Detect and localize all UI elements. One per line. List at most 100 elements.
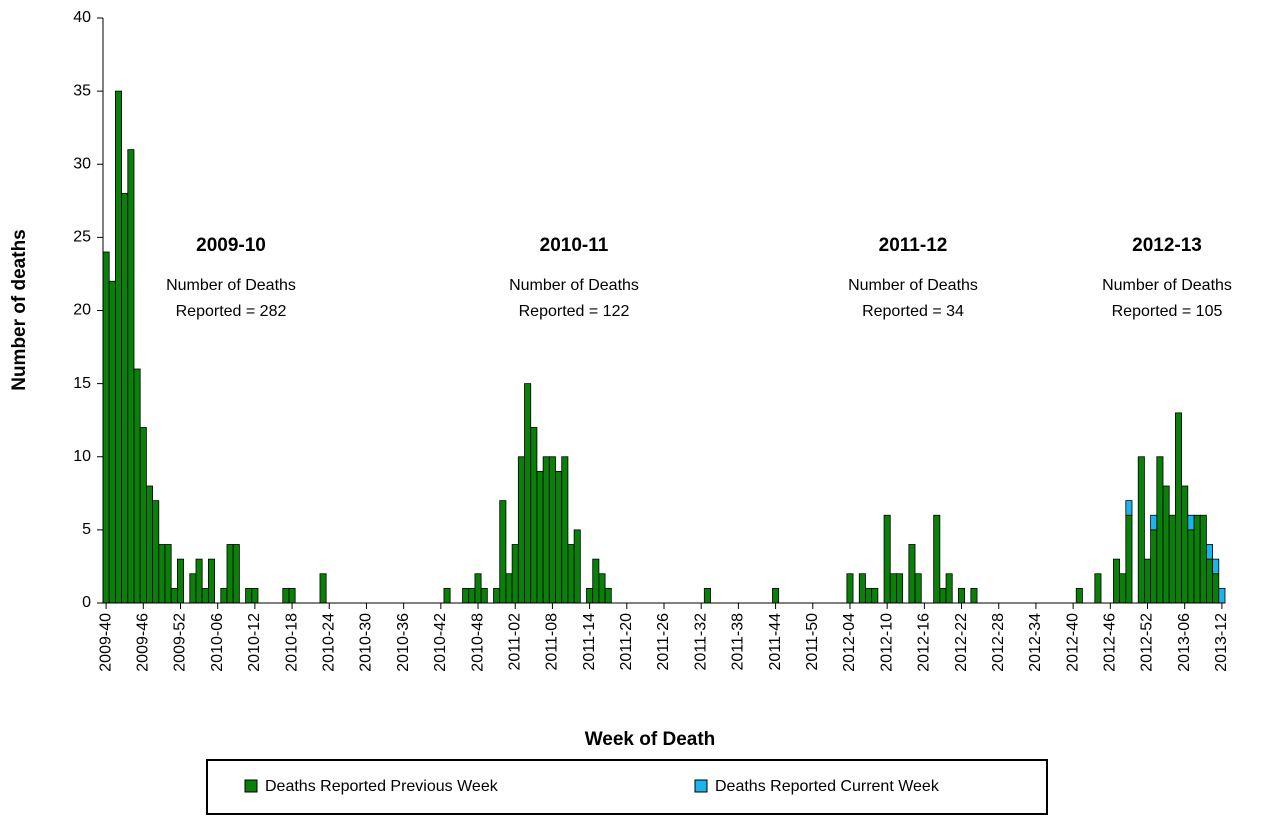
bar: [102, 251, 110, 604]
x-tick-label: 2010-06: [209, 613, 226, 672]
bar: [319, 573, 327, 604]
bar: [1168, 514, 1176, 604]
bar: [517, 456, 525, 604]
bar: [561, 456, 569, 604]
y-tick-label: 40: [73, 9, 91, 26]
bar: [1187, 514, 1195, 531]
bar: [207, 558, 215, 604]
bar: [511, 544, 519, 604]
x-tick-label: 2012-46: [1102, 613, 1119, 672]
annotation-text: Number of Deaths: [848, 277, 978, 294]
x-tick-label: 2012-52: [1139, 613, 1156, 672]
y-tick-label: 20: [73, 302, 91, 319]
x-tick-label: 2010-48: [469, 613, 486, 672]
x-tick-label: 2010-12: [246, 613, 263, 672]
bar: [858, 573, 866, 604]
bar: [170, 587, 178, 604]
annotation-title: 2009-10: [196, 235, 266, 256]
annotation-title: 2012-13: [1132, 235, 1202, 256]
bar: [1156, 456, 1164, 604]
bar: [133, 368, 141, 604]
bar: [703, 587, 711, 604]
bar: [896, 573, 904, 604]
bar: [939, 587, 947, 604]
bar: [548, 456, 556, 604]
bar: [474, 573, 482, 604]
bar: [1199, 514, 1207, 604]
bar: [889, 573, 897, 604]
bar: [108, 280, 116, 604]
bar: [245, 587, 253, 604]
bar: [586, 587, 594, 604]
bar: [1119, 573, 1127, 604]
annotation-text: Reported = 122: [519, 303, 630, 320]
y-tick-label: 5: [82, 521, 91, 538]
bar: [1212, 573, 1220, 604]
bar: [158, 544, 166, 604]
bar: [1094, 573, 1102, 604]
bar: [505, 573, 513, 604]
bar: [1137, 456, 1145, 604]
bar: [164, 544, 172, 604]
x-tick-label: 2010-36: [395, 613, 412, 672]
x-tick-label: 2012-28: [990, 613, 1007, 672]
bar: [914, 573, 922, 604]
x-tick-label: 2011-08: [544, 613, 561, 671]
bar: [468, 587, 476, 604]
bar: [220, 587, 228, 604]
bar: [1162, 485, 1170, 604]
bar: [1144, 558, 1152, 604]
bar: [573, 529, 581, 604]
bar: [1206, 544, 1214, 560]
bar: [604, 587, 612, 604]
bar: [1212, 558, 1220, 575]
bar: [139, 427, 147, 604]
x-tick-label: 2010-18: [283, 613, 300, 672]
bar: [555, 470, 563, 604]
bar: [1181, 485, 1189, 604]
x-tick-label: 2010-42: [432, 613, 449, 672]
y-tick-label: 30: [73, 155, 91, 172]
bar: [1075, 587, 1083, 604]
x-tick-label: 2010-24: [320, 613, 337, 672]
x-tick-label: 2011-44: [767, 613, 784, 671]
bar: [1175, 412, 1183, 604]
bar: [865, 587, 873, 604]
bar: [1218, 587, 1226, 604]
x-tick-label: 2012-04: [841, 613, 858, 672]
bar: [1150, 514, 1158, 531]
bar: [1150, 529, 1158, 604]
bar: [883, 514, 891, 604]
bar: [127, 149, 135, 604]
bar: [846, 573, 854, 604]
y-tick-label: 25: [73, 229, 91, 246]
bar: [1187, 529, 1195, 604]
bar: [772, 587, 780, 604]
x-tick-label: 2010-30: [358, 613, 375, 672]
annotation-title: 2011-12: [879, 235, 948, 256]
x-tick-label: 2012-22: [953, 613, 970, 672]
annotation-text: Reported = 105: [1112, 303, 1223, 320]
legend-box: [206, 759, 1048, 815]
x-tick-label: 2011-26: [655, 613, 672, 671]
x-tick-label: 2011-02: [506, 613, 523, 671]
bar: [121, 193, 129, 604]
bar: [288, 587, 296, 604]
y-tick-label: 35: [73, 82, 91, 99]
bar: [493, 587, 501, 604]
bar: [499, 500, 507, 604]
x-tick-label: 2009-46: [135, 613, 152, 672]
x-tick-label: 2011-14: [581, 613, 598, 671]
bar: [530, 427, 538, 604]
bar: [232, 544, 240, 604]
bar: [1125, 500, 1133, 516]
bar: [598, 573, 606, 604]
bar: [251, 587, 259, 604]
x-tick-label: 2012-34: [1027, 613, 1044, 672]
bar: [201, 587, 209, 604]
bar: [152, 500, 160, 604]
bar: [567, 544, 575, 604]
bar: [1113, 558, 1121, 604]
